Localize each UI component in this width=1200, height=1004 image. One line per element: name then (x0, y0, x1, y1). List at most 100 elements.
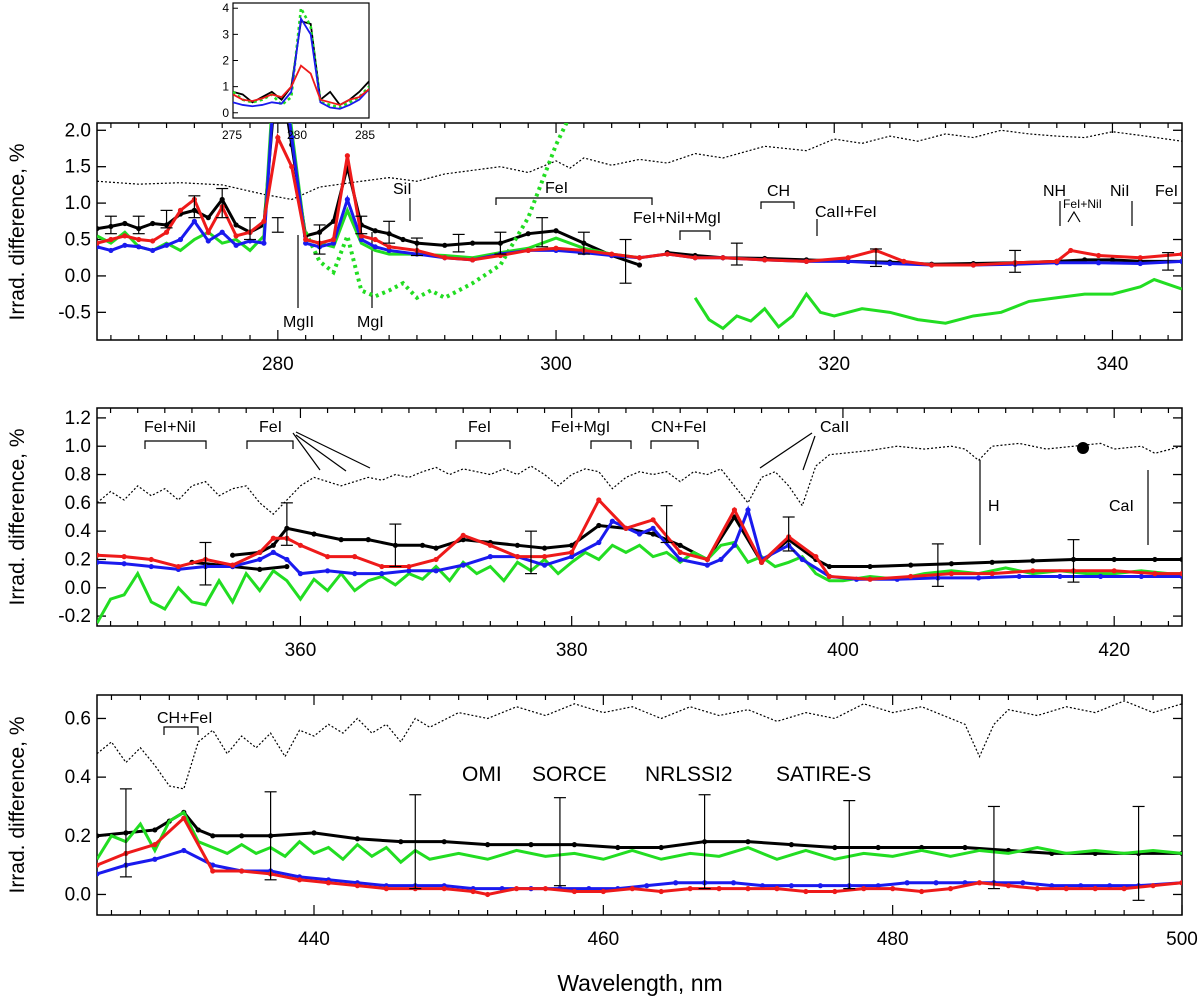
data-point-nrlssi2 (636, 531, 643, 537)
data-point-satire-s (177, 207, 184, 213)
data-point-nrlssi2 (121, 561, 127, 567)
caii-leader-2 (802, 435, 816, 471)
data-point-satire-s (745, 886, 751, 892)
annotation-mgii: MgII (283, 314, 314, 331)
annotation-nh: NH (1043, 183, 1066, 200)
data-point-omi (1152, 556, 1158, 563)
data-point-nrlssi2 (718, 556, 724, 563)
data-point-satire-s (832, 888, 838, 895)
data-point-satire-s (460, 532, 466, 539)
data-point-omi (875, 844, 881, 851)
panel-1: -0.50.00.51.01.52.0 280 300 320 340 SiI FeI… (58, 1, 1183, 375)
data-point-omi (596, 522, 602, 529)
data-point-satire-s (1179, 251, 1182, 257)
data-point-satire-s (976, 880, 983, 886)
data-point-satire-s (433, 556, 439, 563)
data-point-omi (514, 542, 521, 548)
inset-y-tick-label: 3 (222, 27, 229, 41)
fei-leader-1 (292, 432, 321, 471)
data-point-satire-s (845, 255, 851, 261)
data-point-omi (354, 836, 360, 842)
data-point-omi (97, 833, 100, 839)
data-point-satire-s (1179, 571, 1182, 577)
data-point-omi (97, 225, 100, 232)
data-point-omi (525, 231, 531, 237)
annotation-ch-fei: CH+FeI (157, 710, 213, 727)
panel-3-plot (97, 700, 1182, 901)
data-point-satire-s (704, 556, 710, 563)
data-point-nrlssi2 (233, 242, 239, 248)
data-point-nrlssi2 (975, 575, 982, 581)
data-point-satire-s (136, 236, 142, 243)
series-line-sorce (693, 277, 1182, 331)
data-point-omi (1082, 257, 1088, 263)
data-point-omi (257, 566, 263, 572)
data-point-omi (658, 844, 664, 851)
x-tick-label: 380 (556, 640, 588, 661)
data-point-nrlssi2 (759, 883, 766, 889)
data-point-satire-s (354, 883, 360, 889)
reference-spectrum-line (97, 700, 1182, 790)
fei-bracket-1 (246, 440, 294, 449)
data-point-omi (636, 262, 643, 268)
cn-fei-bracket (650, 440, 699, 449)
x-tick-label: 440 (298, 929, 330, 950)
data-point-nrlssi2 (650, 525, 656, 531)
y-tick-label: 0.5 (65, 230, 91, 251)
data-point-satire-s (97, 552, 100, 558)
y-tick-label: 0.2 (65, 826, 91, 847)
data-point-nrlssi2 (541, 562, 548, 568)
series-line-omi (232, 514, 1182, 569)
data-point-satire-s (97, 240, 100, 246)
series-line-sorce (303, 123, 569, 301)
series-line-nrlssi2 (97, 848, 1182, 891)
data-point-satire-s (569, 549, 575, 555)
inset-y-tick-label: 1 (222, 80, 229, 94)
series-line-sorce (97, 810, 1182, 865)
data-point-satire-s (303, 236, 309, 243)
data-point-omi (677, 542, 683, 548)
legend: OMI SORCE NRLSSI2 SATIRE-S (462, 763, 871, 786)
inset-xticks: 275 280 285 (222, 128, 375, 142)
reference-spectrum-line (97, 442, 1182, 515)
data-point-nrlssi2 (569, 554, 575, 560)
annotation-fei: FeI (545, 180, 568, 197)
data-point-satire-s (901, 258, 907, 264)
fei-nii-mgi-bracket (679, 230, 711, 240)
annotation-fei-nii-mgi: FeI+NiI+MgI (633, 210, 721, 227)
panel-3-yaxis: 0.0 0.2 0.4 0.6 (65, 708, 1182, 905)
data-point-omi (442, 242, 448, 248)
data-point-omi (948, 561, 955, 567)
data-point-nrlssi2 (177, 236, 184, 243)
x-axis-title: Wavelength, nm (557, 970, 722, 996)
data-point-satire-s (636, 255, 643, 261)
data-point-nrlssi2 (324, 568, 331, 574)
data-point-omi (365, 537, 371, 543)
data-point-omi (400, 236, 406, 243)
inset-y-tick-label: 2 (222, 54, 229, 68)
panel-1-bracket-lines (297, 197, 1133, 308)
data-point-satire-s (181, 815, 187, 821)
data-point-nrlssi2 (673, 880, 679, 886)
y-axis-title-panel-3: Irrad. difference, % (6, 716, 29, 893)
data-point-nrlssi2 (261, 240, 267, 246)
data-point-satire-s (152, 842, 158, 848)
data-point-satire-s (97, 862, 100, 868)
y-tick-label: 0.0 (65, 884, 91, 905)
annotation-caii: CaII (820, 419, 849, 436)
data-point-satire-s (487, 542, 493, 548)
data-point-omi (541, 545, 548, 551)
legend-item-nrlssi2: NRLSSI2 (645, 763, 733, 786)
inset: 0 1 2 3 4 275 280 285 (222, 1, 375, 142)
data-point-satire-s (542, 886, 549, 892)
annotation-caii-fei: CaII+FeI (815, 204, 877, 221)
data-point-nrlssi2 (1137, 260, 1143, 267)
data-point-satire-s (233, 233, 239, 239)
panel-1-plot (97, 123, 1182, 331)
annotation-nii: NiI (1110, 183, 1130, 200)
x-tick-label: 280 (262, 354, 294, 375)
data-point-satire-s (275, 134, 281, 141)
data-point-satire-s (720, 255, 726, 261)
data-point-satire-s (919, 888, 925, 895)
